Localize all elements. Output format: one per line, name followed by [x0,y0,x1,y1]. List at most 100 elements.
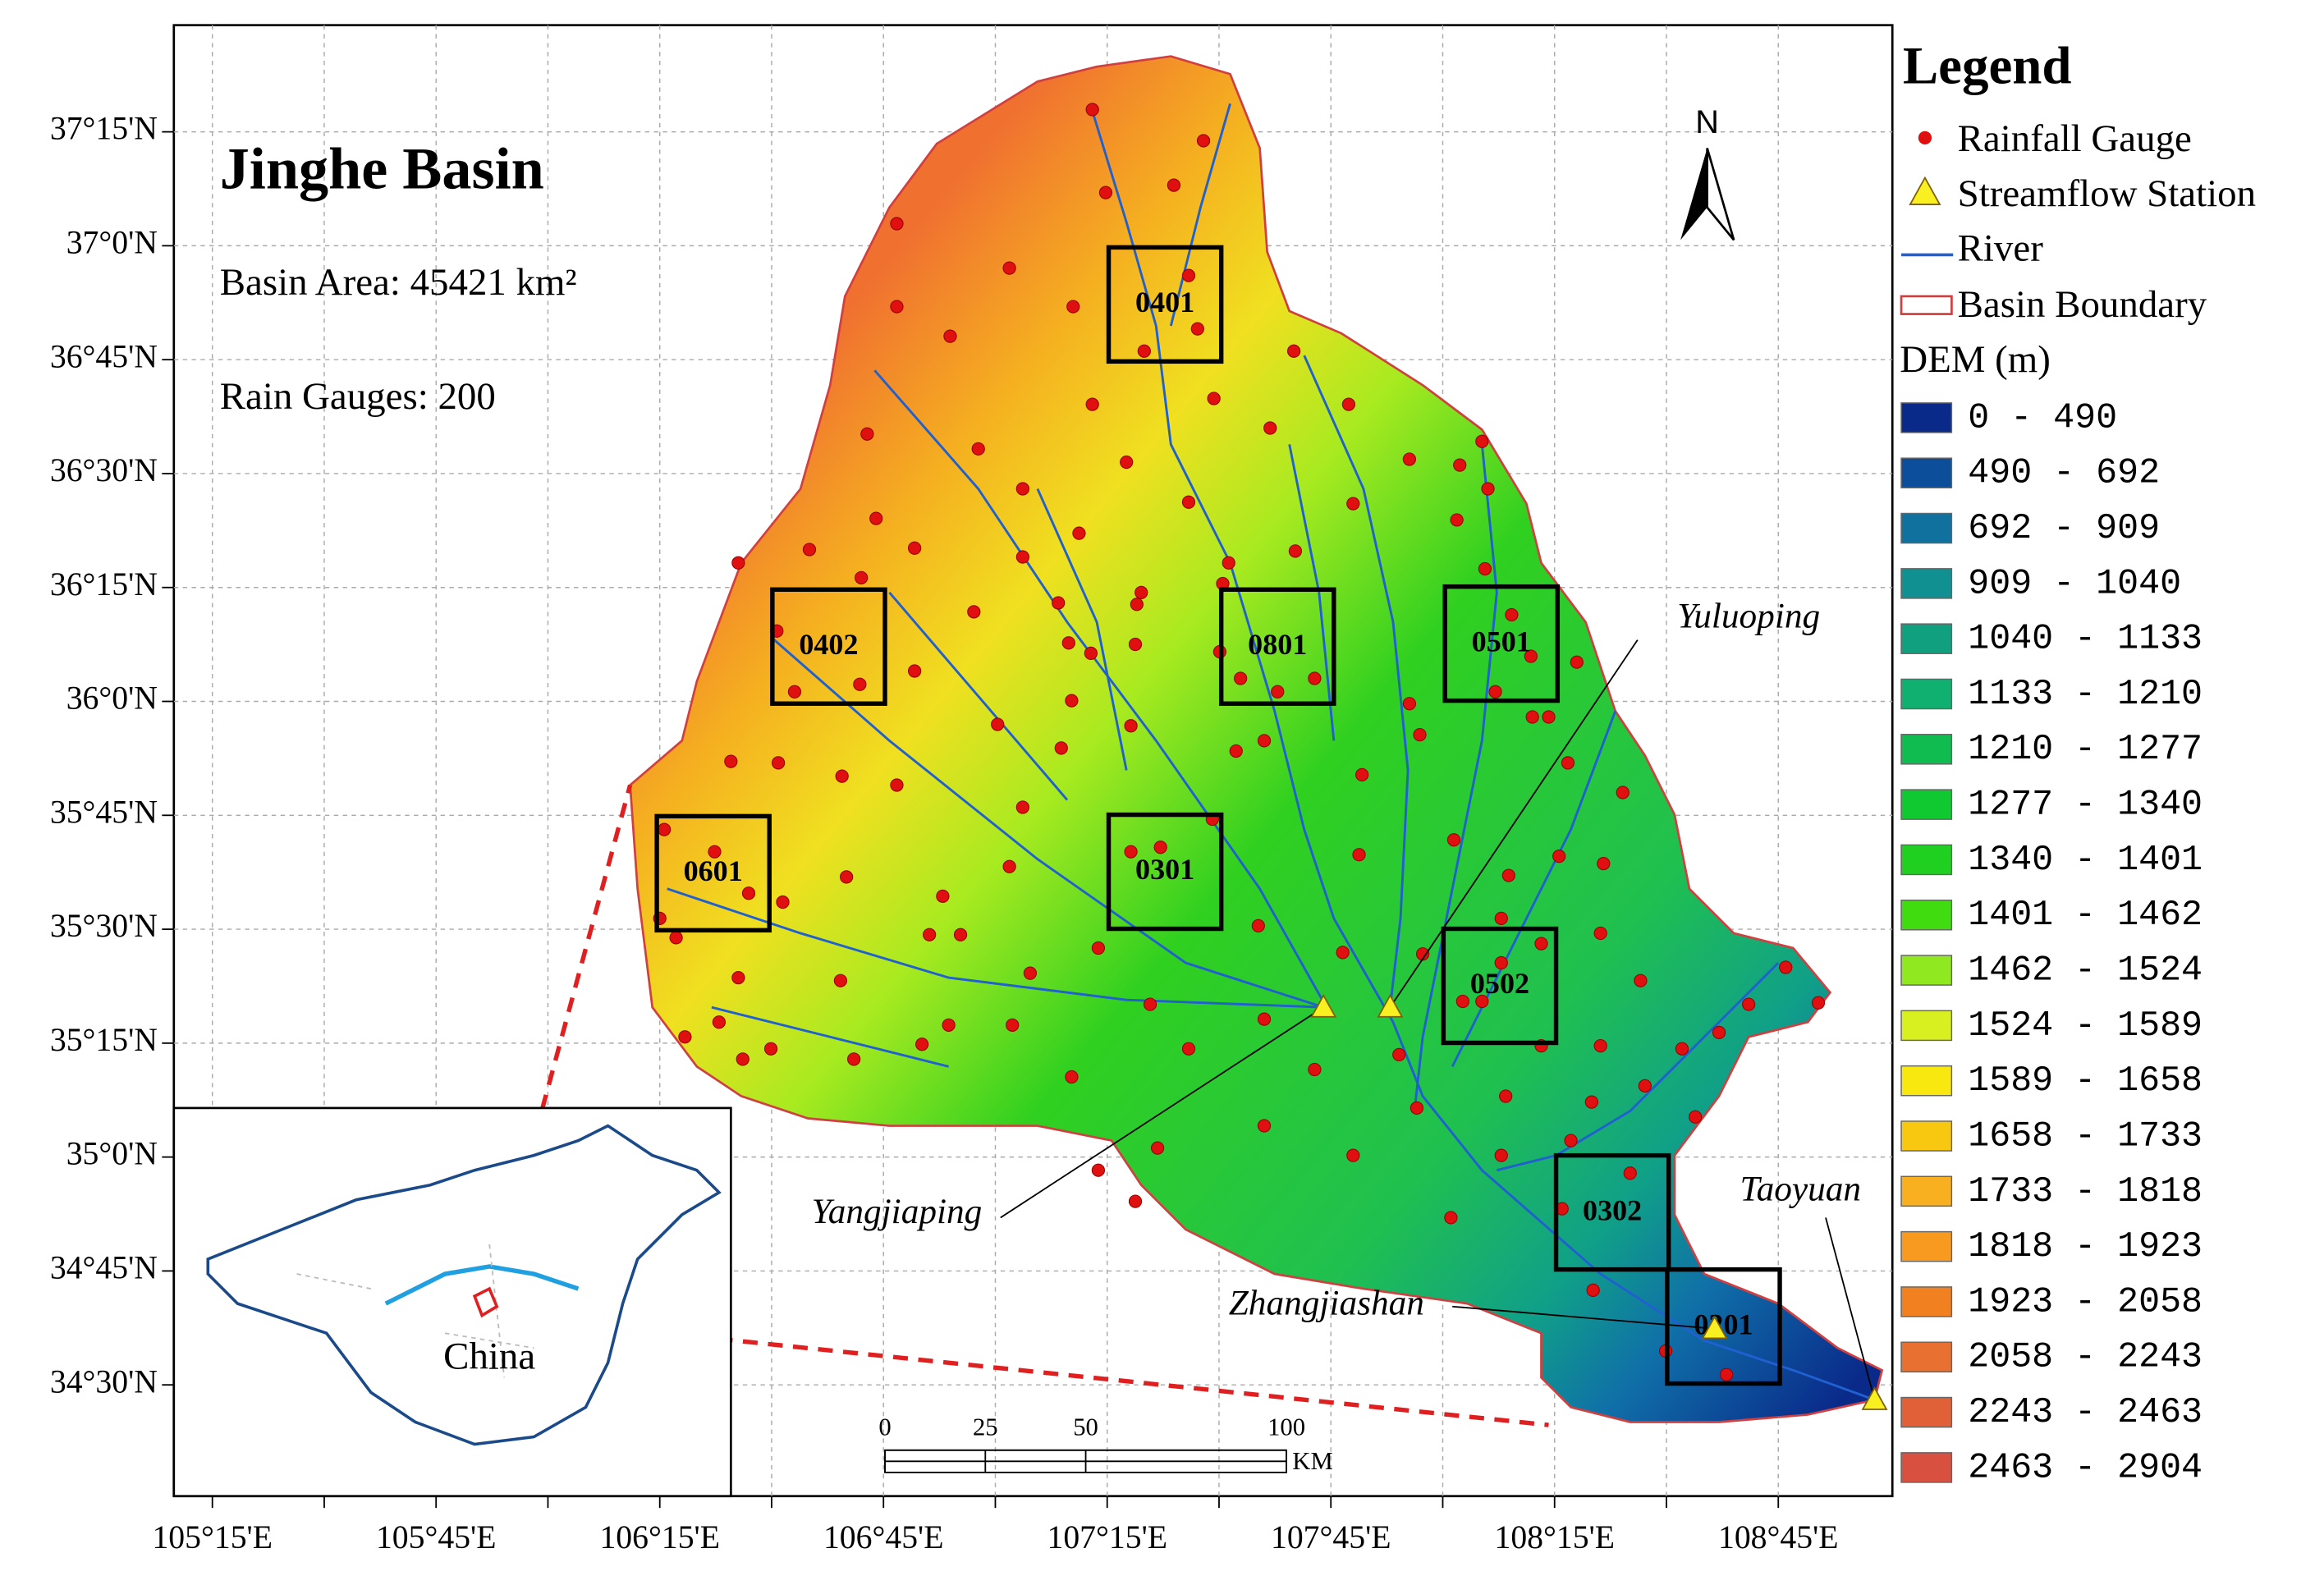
rain-gauge [1444,1211,1458,1225]
rain-gauge [1499,1089,1513,1103]
dem-label: 1277 - 1340 [1968,786,2203,826]
latitude-label: 37°0'N [66,225,158,261]
rain-gauge [839,870,854,884]
scale-bar: 0 25 50 100 KM [878,1413,1332,1476]
leader-line [1389,639,1639,1008]
longitude-label: 106°45'E [823,1519,943,1555]
rain-gauge [1308,671,1322,685]
rain-gauge [1052,596,1066,610]
dem-label: 692 - 909 [1968,509,2160,549]
basin-area: Basin Area: 45421 km² [220,261,577,304]
rain-gauge [1167,178,1181,192]
rain-gauge [1675,1042,1689,1056]
rain-gauge [1811,996,1826,1010]
dem-swatch [1900,678,1953,710]
legend-symbol [1909,176,1941,205]
dem-label: 1210 - 1277 [1968,730,2203,770]
zone-box [1665,1267,1782,1386]
zone-box [1218,587,1336,706]
longitude-label: 108°15'E [1494,1519,1614,1555]
zone-label: 0601 [684,854,743,887]
dem-swatch [1900,512,1953,544]
north-label: N [1695,104,1719,140]
zone-box [1442,584,1561,703]
rain-gauge [1475,434,1489,448]
dem-label: 1040 - 1133 [1968,620,2203,660]
latitude-label: 35°0'N [66,1136,158,1172]
rain-gauge [1593,926,1607,941]
rain-gauge [936,889,950,903]
zone-label: 0401 [1135,286,1194,318]
rain-gauge [731,556,745,570]
rain-gauge-count: Rain Gauges: 200 [220,375,496,418]
dem-swatch [1900,1452,1953,1483]
legend-item: Rainfall Gauge [1958,117,2192,160]
rain-gauge [967,605,981,619]
latitude-label: 35°45'N [50,794,158,830]
rain-gauge [1597,857,1611,871]
rain-gauge [1450,513,1464,527]
zone-box [1106,245,1224,364]
rain-gauge [731,970,745,985]
rain-gauge [942,1018,956,1032]
dem-label: 2463 - 2904 [1968,1448,2203,1488]
rain-gauge [1453,458,1467,472]
dem-swatch [1900,402,1953,433]
rain-gauge [1015,550,1029,564]
rain-gauge [869,511,883,525]
rain-gauge [907,664,922,678]
latitude-label: 36°30'N [50,452,158,488]
rain-gauge [1494,955,1508,970]
rain-gauge [1638,1079,1652,1093]
streamflow-station [1861,1386,1888,1410]
rain-gauge [763,1042,778,1056]
rain-gauge [1222,556,1235,570]
rain-gauge [1015,800,1029,814]
scale-label: 0 [878,1413,891,1441]
dem-swatch [1900,899,1953,931]
rain-gauge [787,685,802,699]
streamflow-station [1310,993,1337,1018]
rain-gauge [771,756,786,770]
zone-label: 0302 [1583,1193,1642,1226]
legend-dem-title: DEM (m) [1900,338,2051,381]
rain-gauge [1229,744,1243,758]
legend-item: River [1958,227,2044,270]
longitude-label: 107°15'E [1047,1519,1167,1555]
rain-gauge [1524,649,1538,663]
dem-swatch [1900,1341,1953,1373]
rain-gauge [1023,966,1038,980]
dem-swatch [1900,844,1953,876]
rain-gauge [1561,756,1575,770]
rain-gauge [1124,719,1138,733]
zone-label: 0501 [1472,625,1531,657]
rain-gauge [1689,1110,1703,1124]
dem-label: 909 - 1040 [1968,564,2181,604]
rain-gauge [1336,946,1350,960]
rain-gauge [1712,1025,1726,1039]
inset-map: China [172,1106,732,1498]
rain-gauge [1352,848,1366,862]
rain-gauge [1120,455,1134,470]
latitude-label: 36°0'N [66,680,158,717]
rain-gauge [833,973,848,987]
zone-box [1441,926,1559,1046]
legend-symbol [1900,295,1953,315]
rain-gauge [1413,727,1427,742]
zone-box [654,813,772,933]
dem-swatch [1900,1065,1953,1097]
dem-label: 2243 - 2463 [1968,1393,2203,1433]
rain-gauge [669,931,683,945]
rain-gauge [1085,397,1099,411]
rain-gauge [1534,937,1548,951]
rain-gauge [1054,741,1068,755]
rain-gauge [1181,1042,1196,1056]
rain-gauge [1779,960,1793,974]
rain-gauge [1341,397,1356,411]
latitude-label: 36°15'N [50,566,158,602]
station-label: Yangjiaping [812,1192,983,1231]
rain-gauge [1207,392,1221,405]
rain-gauge [1501,868,1515,882]
rain-gauge [1505,607,1519,622]
station-label: Zhangjiashan [1229,1284,1424,1323]
